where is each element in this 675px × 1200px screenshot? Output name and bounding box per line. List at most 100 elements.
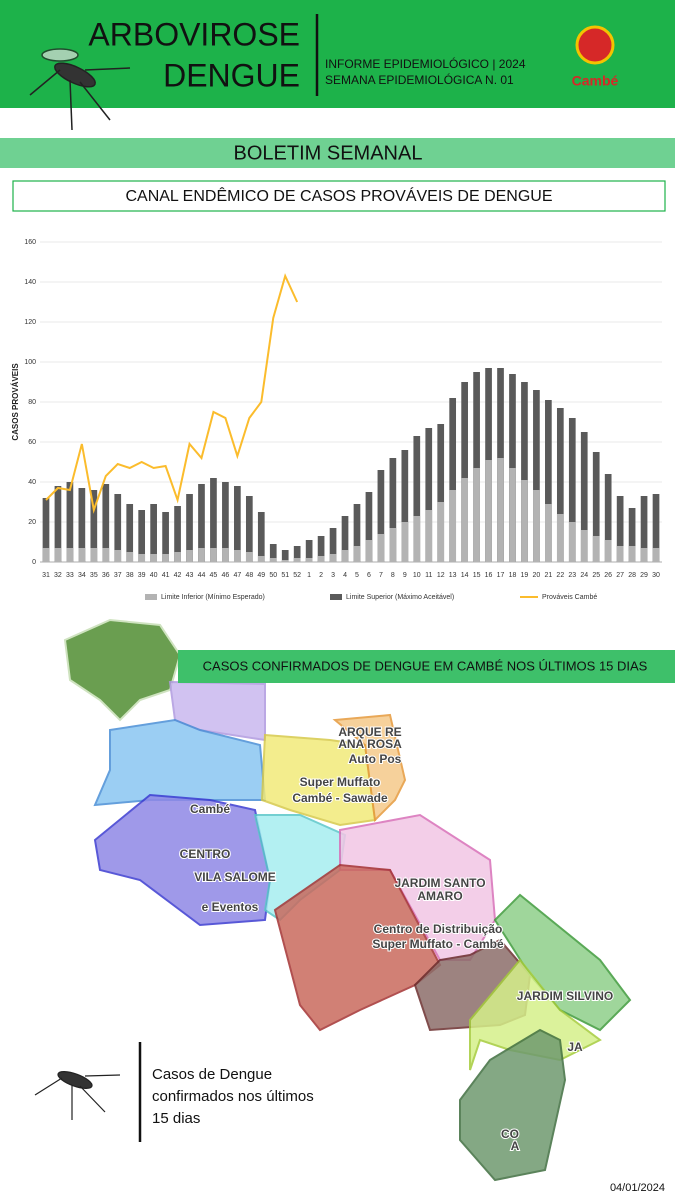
bar — [341, 516, 349, 562]
bar — [652, 548, 660, 562]
map-label: Cambé - Sawade — [292, 791, 388, 805]
brazil-map — [63, 618, 182, 722]
x-tick-label: 16 — [485, 572, 493, 579]
bar — [222, 548, 229, 562]
header-info: SEMANA EPIDEMIOLÓGICA N. 01 — [325, 72, 514, 87]
map-label: AMARO — [417, 889, 462, 903]
bar — [186, 494, 193, 562]
bar — [305, 558, 313, 562]
x-tick-label: 36 — [102, 572, 110, 579]
bar — [521, 382, 528, 562]
bar — [377, 470, 385, 562]
header-title: ARBOVIROSE — [88, 16, 300, 52]
x-tick-label: 33 — [66, 572, 74, 579]
bar — [329, 528, 337, 562]
x-tick-label: 45 — [210, 572, 218, 579]
bar — [234, 486, 241, 562]
bar — [365, 492, 373, 562]
bar — [533, 390, 540, 562]
bar — [389, 528, 397, 562]
x-tick-label: 7 — [379, 572, 383, 579]
map-label: ANA ROSA — [338, 737, 402, 751]
y-axis-label: CASOS PROVÁVEIS — [11, 363, 20, 441]
bar — [257, 512, 265, 562]
bar — [126, 504, 134, 562]
bar — [54, 486, 62, 562]
bar — [257, 556, 265, 562]
x-tick-label: 22 — [556, 572, 564, 579]
bar — [616, 546, 624, 562]
region — [260, 733, 377, 827]
date: 04/01/2024 — [610, 1182, 665, 1194]
legend-label: Limite Inferior (Mínimo Esperado) — [161, 594, 265, 601]
region — [168, 680, 266, 742]
bar — [90, 490, 98, 562]
bar — [162, 512, 169, 562]
bar — [533, 490, 540, 562]
y-tick-label: 0 — [32, 559, 36, 566]
map-label: JARDIM SILVINO — [517, 989, 613, 1003]
bar — [210, 548, 217, 562]
region — [93, 718, 267, 807]
bar — [293, 546, 301, 562]
bar — [580, 432, 588, 562]
x-tick-label: 38 — [126, 572, 134, 579]
x-tick-label: 35 — [90, 572, 98, 579]
x-tick-label: 2 — [319, 572, 323, 579]
map-label: ARQUE RE — [338, 725, 401, 739]
x-tick-label: 44 — [198, 572, 206, 579]
banner: BOLETIM SEMANAL — [234, 142, 423, 164]
x-tick-label: 12 — [437, 572, 445, 579]
bar — [604, 474, 612, 562]
header-bg — [0, 0, 675, 108]
bar — [616, 496, 624, 562]
x-tick-label: 13 — [449, 572, 457, 579]
bar — [545, 400, 552, 562]
bar — [568, 522, 576, 562]
x-tick-label: 49 — [257, 572, 265, 579]
x-tick-label: 27 — [616, 572, 624, 579]
x-tick-label: 50 — [269, 572, 277, 579]
bar — [592, 452, 600, 562]
bar — [114, 494, 122, 562]
bar — [497, 458, 504, 562]
bar — [269, 544, 277, 562]
legend-swatch — [145, 594, 157, 600]
bar — [556, 408, 564, 562]
bar — [473, 468, 480, 562]
bar — [628, 546, 636, 562]
bar — [150, 554, 157, 562]
x-tick-label: 42 — [174, 572, 182, 579]
bar — [174, 552, 181, 562]
bar — [521, 480, 528, 562]
caption: Casos de Dengue — [152, 1066, 272, 1083]
bar — [66, 482, 74, 562]
caption: confirmados nos últimos — [152, 1088, 314, 1105]
bar — [54, 548, 62, 562]
bar — [305, 540, 313, 562]
x-tick-label: 3 — [331, 572, 335, 579]
map-label: Super Muffato - Cambé — [372, 937, 504, 951]
x-tick-label: 17 — [497, 572, 505, 579]
bar — [353, 504, 361, 562]
bar — [353, 546, 361, 562]
x-tick-label: 9 — [403, 572, 407, 579]
x-tick-label: 51 — [281, 572, 289, 579]
bar — [138, 554, 146, 562]
bar — [461, 478, 468, 562]
y-tick-label: 20 — [28, 519, 36, 526]
caption: 15 dias — [152, 1110, 200, 1127]
x-tick-label: 37 — [114, 572, 122, 579]
x-tick-label: 18 — [509, 572, 517, 579]
x-tick-label: 52 — [293, 572, 301, 579]
bar — [401, 450, 409, 562]
x-tick-label: 40 — [150, 572, 158, 579]
x-tick-label: 5 — [355, 572, 359, 579]
bar — [317, 556, 325, 562]
x-tick-label: 26 — [604, 572, 612, 579]
bar — [473, 372, 480, 562]
x-tick-label: 14 — [461, 572, 469, 579]
y-tick-label: 80 — [28, 399, 36, 406]
map-label: Super Muffato — [300, 775, 381, 789]
x-tick-label: 10 — [413, 572, 421, 579]
